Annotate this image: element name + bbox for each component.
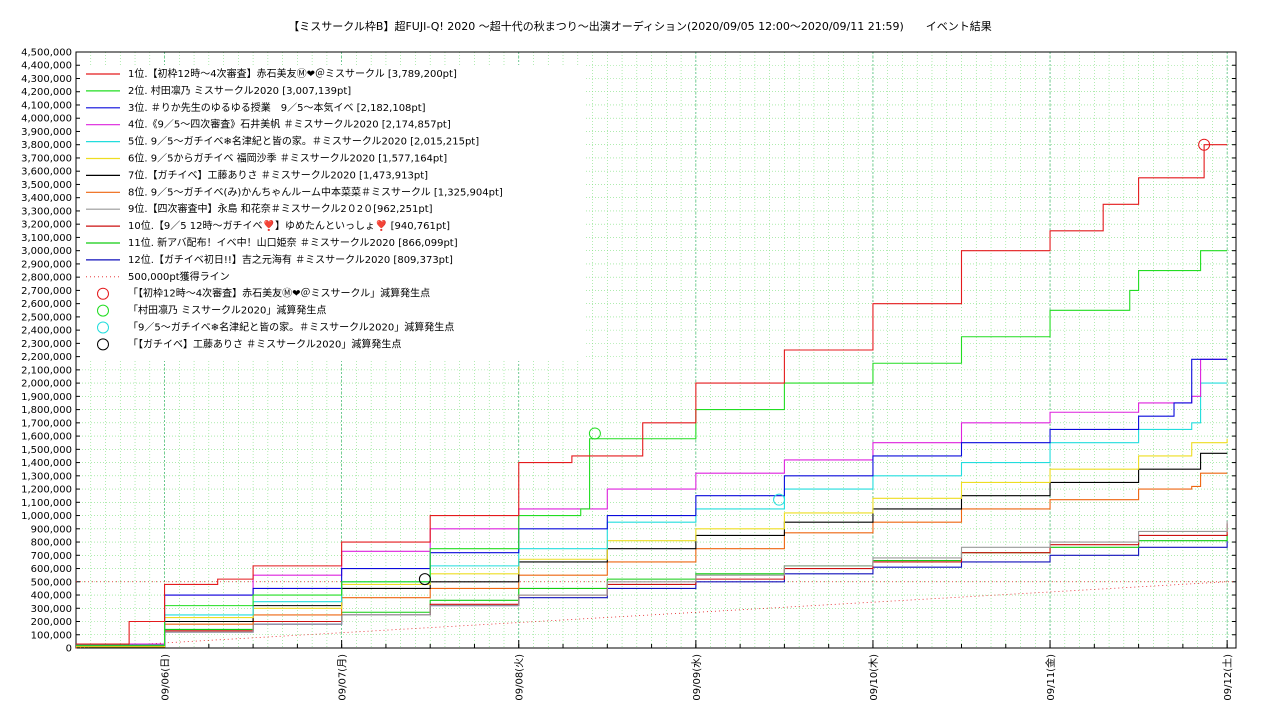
diagonal-reference-line (75, 581, 1228, 649)
penalty-marker (588, 427, 601, 440)
y-tick-label: 1,500,000 (21, 445, 72, 456)
legend-marker (97, 321, 109, 334)
y-tick-label: 2,400,000 (21, 326, 72, 337)
legend-label: 「村田凛乃 ミスサークル2020」減算発生点 (128, 304, 326, 317)
markers-layer (418, 138, 1211, 586)
legend-label: 「【初枠12時〜4次審査】赤石美友Ⓜ︎❤︎＠ミスサークル」減算発生点 (128, 287, 430, 300)
penalty-marker (418, 573, 431, 586)
y-tick-label: 900,000 (31, 524, 72, 535)
y-tick-label: 1,800,000 (21, 405, 72, 416)
y-tick-label: 800,000 (31, 538, 72, 549)
y-tick-label: 3,100,000 (21, 233, 72, 244)
y-tick-label: 400,000 (31, 591, 72, 602)
legend-label: 500,000pt獲得ライン (128, 270, 230, 283)
x-tick-label: 09/10(木) (868, 654, 880, 701)
legend-label: 5位. 9／5〜ガチイベ❄︎名津紀と皆の家。＃ミスサークル2020 [2,015… (128, 135, 479, 148)
legend-label: 4位.《9／5〜四次審査》石井美帆 ＃ミスサークル2020 [2,174,857… (128, 118, 451, 131)
legend-label: 11位. 新アバ配布！イベ中！山口姫奈 ＃ミスサークル2020 [866,099… (128, 236, 458, 249)
y-tick-label: 2,000,000 (21, 379, 72, 390)
series-line (76, 358, 1228, 646)
y-tick-label: 4,300,000 (21, 74, 72, 85)
y-tick-label: 1,400,000 (21, 458, 72, 469)
legend: 1位.【初枠12時〜4次審査】赤石美友Ⓜ︎❤︎＠ミスサークル [3,789,20… (80, 65, 586, 361)
legend-box (80, 65, 586, 361)
series-line (76, 472, 1228, 648)
y-tick-label: 1,300,000 (21, 471, 72, 482)
y-tick-label: 2,500,000 (21, 312, 72, 323)
x-tick-label: 09/07(月) (337, 654, 349, 701)
legend-label: 8位. 9／5〜ガチイベ(み)かんちゃんルーム中本菜菜＃ミスサークル [1,32… (128, 185, 503, 198)
y-tick-label: 2,900,000 (21, 259, 72, 270)
series-line (76, 144, 1228, 645)
legend-label: 「9／5〜ガチイベ❄︎名津紀と皆の家。＃ミスサークル2020」減算発生点 (128, 321, 454, 334)
series-line (76, 438, 1228, 648)
legend-label: 2位. 村田凛乃 ミスサークル2020 [3,007,139pt] (128, 84, 351, 97)
x-tick-label: 09/12(土) (1221, 654, 1234, 701)
y-tick-label: 3,700,000 (21, 153, 72, 164)
y-tick-label: 3,900,000 (21, 127, 72, 138)
y-tick-label: 3,000,000 (21, 246, 72, 257)
y-tick-label: 4,500,000 (21, 48, 72, 59)
x-tick-label: 09/11(金) (1044, 654, 1057, 701)
y-tick-label: 4,000,000 (21, 114, 72, 125)
legend-label: 12位.【ガチイベ初日!!】吉之元海有 ＃ミスサークル2020 [809,373… (128, 253, 453, 266)
series-line (76, 520, 1228, 648)
penalty-marker (1198, 138, 1211, 151)
y-tick-label: 2,800,000 (21, 273, 72, 284)
legend-label: 「【ガチイベ】工藤ありさ ＃ミスサークル2020」減算発生点 (128, 337, 401, 350)
legend-label: 3位. ＃りか先生のゆるゆる授業 9／5〜本気イベ [2,182,108pt] (128, 101, 426, 114)
y-tick-label: 2,300,000 (21, 339, 72, 350)
series-layer (75, 144, 1236, 649)
legend-marker (97, 287, 109, 300)
plot-frame (75, 51, 1237, 649)
y-tick-label: 100,000 (31, 630, 72, 641)
y-tick-label: 3,600,000 (21, 167, 72, 178)
y-tick-label: 1,200,000 (21, 485, 72, 496)
legend-label: 1位.【初枠12時〜4次審査】赤石美友Ⓜ︎❤︎＠ミスサークル [3,789,20… (128, 67, 457, 80)
y-tick-label: 1,700,000 (21, 418, 72, 429)
y-tick-label: 2,700,000 (21, 286, 72, 297)
y-tick-label: 2,600,000 (21, 299, 72, 310)
y-tick-label: 4,100,000 (21, 100, 72, 111)
legend-label: 9位.【四次審査中】永島 和花奈＃ミスサークル2０2０[962,251pt] (128, 202, 433, 215)
y-tick-label: 1,000,000 (21, 511, 72, 522)
y-tick-label: 0 (66, 644, 72, 655)
legend-marker (97, 338, 109, 351)
series-line (76, 358, 1228, 645)
legend-label: 10位.【9／5 12時〜ガチイベ❣️】ゆめたんといっしょ❣️ [940,761… (128, 219, 450, 232)
legend-label: 7位.【ガチイベ】工藤ありさ ＃ミスサークル2020 [1,473,913pt] (128, 168, 428, 181)
y-tick-label: 4,200,000 (21, 87, 72, 98)
penalty-marker (773, 493, 786, 506)
y-tick-label: 3,300,000 (21, 206, 72, 217)
y-tick-label: 2,200,000 (21, 352, 72, 363)
y-tick-label: 700,000 (31, 551, 72, 562)
y-tick-label: 1,600,000 (21, 432, 72, 443)
y-tick-label: 3,400,000 (21, 193, 72, 204)
series-line (76, 382, 1228, 646)
y-tick-label: 2,100,000 (21, 365, 72, 376)
legend-marker (97, 304, 109, 317)
x-tick-label: 09/09(水) (691, 654, 703, 701)
y-tick-label: 1,900,000 (21, 392, 72, 403)
y-tick-label: 200,000 (31, 617, 72, 628)
y-tick-label: 3,800,000 (21, 140, 72, 151)
y-tick-label: 1,100,000 (21, 498, 72, 509)
y-tick-label: 600,000 (31, 564, 72, 575)
axes: 0 100,000 200,000 300,000 400,000 500,000 600,… (21, 48, 1237, 701)
y-tick-label: 500,000 (31, 577, 72, 588)
y-tick-label: 3,500,000 (21, 180, 72, 191)
x-tick-label: 09/06(日) (161, 654, 172, 701)
series-line (76, 452, 1228, 648)
y-tick-label: 3,200,000 (21, 220, 72, 231)
x-tick-label: 09/08(火) (514, 654, 526, 701)
y-tick-label: 300,000 (31, 604, 72, 615)
chart-title: 【ミスサークル枠B】超FUJI-Q! 2020 〜超十代の秋まつり〜出演オーディ… (288, 19, 992, 33)
y-tick-label: 4,400,000 (21, 61, 72, 72)
legend-label: 6位. 9／5からガチイベ 福岡沙季 ＃ミスサークル2020 [1,577,16… (128, 152, 447, 165)
